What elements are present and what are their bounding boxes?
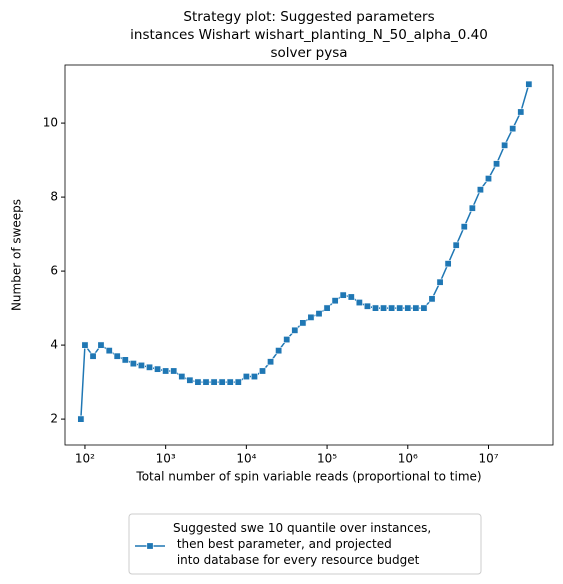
chart-title: solver pysa <box>270 45 347 61</box>
point <box>339 291 347 299</box>
point <box>77 415 85 423</box>
chart-title: instances Wishart wishart_planting_N_50_… <box>130 27 488 43</box>
y-tick-label: 8 <box>50 190 58 204</box>
point <box>412 304 420 312</box>
point <box>299 319 307 327</box>
point <box>81 341 89 349</box>
chart-title: Strategy plot: Suggested parameters <box>183 9 434 25</box>
point <box>396 304 404 312</box>
point <box>436 278 444 286</box>
x-tick-label: 10⁴ <box>236 452 256 466</box>
x-tick-label: 10³ <box>156 452 176 466</box>
point <box>242 373 250 381</box>
point <box>517 108 525 116</box>
point <box>113 352 121 360</box>
point <box>105 347 113 355</box>
y-tick-label: 6 <box>50 264 58 278</box>
point <box>363 302 371 310</box>
x-tick-label: 10⁶ <box>398 452 418 466</box>
legend-marker <box>146 542 154 550</box>
point <box>468 204 476 212</box>
point <box>186 376 194 384</box>
point <box>275 347 283 355</box>
point <box>137 361 145 369</box>
y-axis-label: Number of sweeps <box>10 199 24 311</box>
point <box>323 304 331 312</box>
point <box>291 326 299 334</box>
point <box>146 363 154 371</box>
point <box>226 378 234 386</box>
point <box>259 367 267 375</box>
point <box>404 304 412 312</box>
point <box>452 241 460 249</box>
point <box>97 341 105 349</box>
point <box>355 299 363 307</box>
point <box>250 373 258 381</box>
y-tick-label: 2 <box>50 412 58 426</box>
point <box>428 295 436 303</box>
point <box>509 125 517 133</box>
point <box>283 336 291 344</box>
y-tick-label: 10 <box>43 116 58 130</box>
legend-box <box>128 513 482 575</box>
point <box>331 297 339 305</box>
point <box>444 260 452 268</box>
point <box>178 373 186 381</box>
point <box>371 304 379 312</box>
x-tick-label: 10² <box>75 452 95 466</box>
x-axis-label: Total number of spin variable reads (pro… <box>135 470 481 484</box>
point <box>121 356 129 364</box>
point <box>202 378 210 386</box>
legend-label: Suggested swe 10 quantile over instances… <box>173 521 431 567</box>
point <box>388 304 396 312</box>
point <box>154 365 162 373</box>
point <box>218 378 226 386</box>
point <box>315 310 323 318</box>
point <box>501 141 509 149</box>
point <box>460 223 468 231</box>
point <box>476 186 484 194</box>
y-tick-label: 4 <box>50 338 58 352</box>
x-tick-label: 10⁵ <box>317 452 337 466</box>
point <box>380 304 388 312</box>
point <box>525 80 533 88</box>
point <box>170 367 178 375</box>
point <box>129 360 137 368</box>
point <box>493 160 501 168</box>
point <box>420 304 428 312</box>
x-tick-label: 10⁷ <box>478 452 498 466</box>
point <box>89 352 97 360</box>
point <box>484 175 492 183</box>
point <box>162 367 170 375</box>
point <box>234 378 242 386</box>
axes-frame <box>64 64 554 446</box>
point <box>347 293 355 301</box>
point <box>307 313 315 321</box>
point <box>194 378 202 386</box>
point <box>210 378 218 386</box>
point <box>267 358 275 366</box>
